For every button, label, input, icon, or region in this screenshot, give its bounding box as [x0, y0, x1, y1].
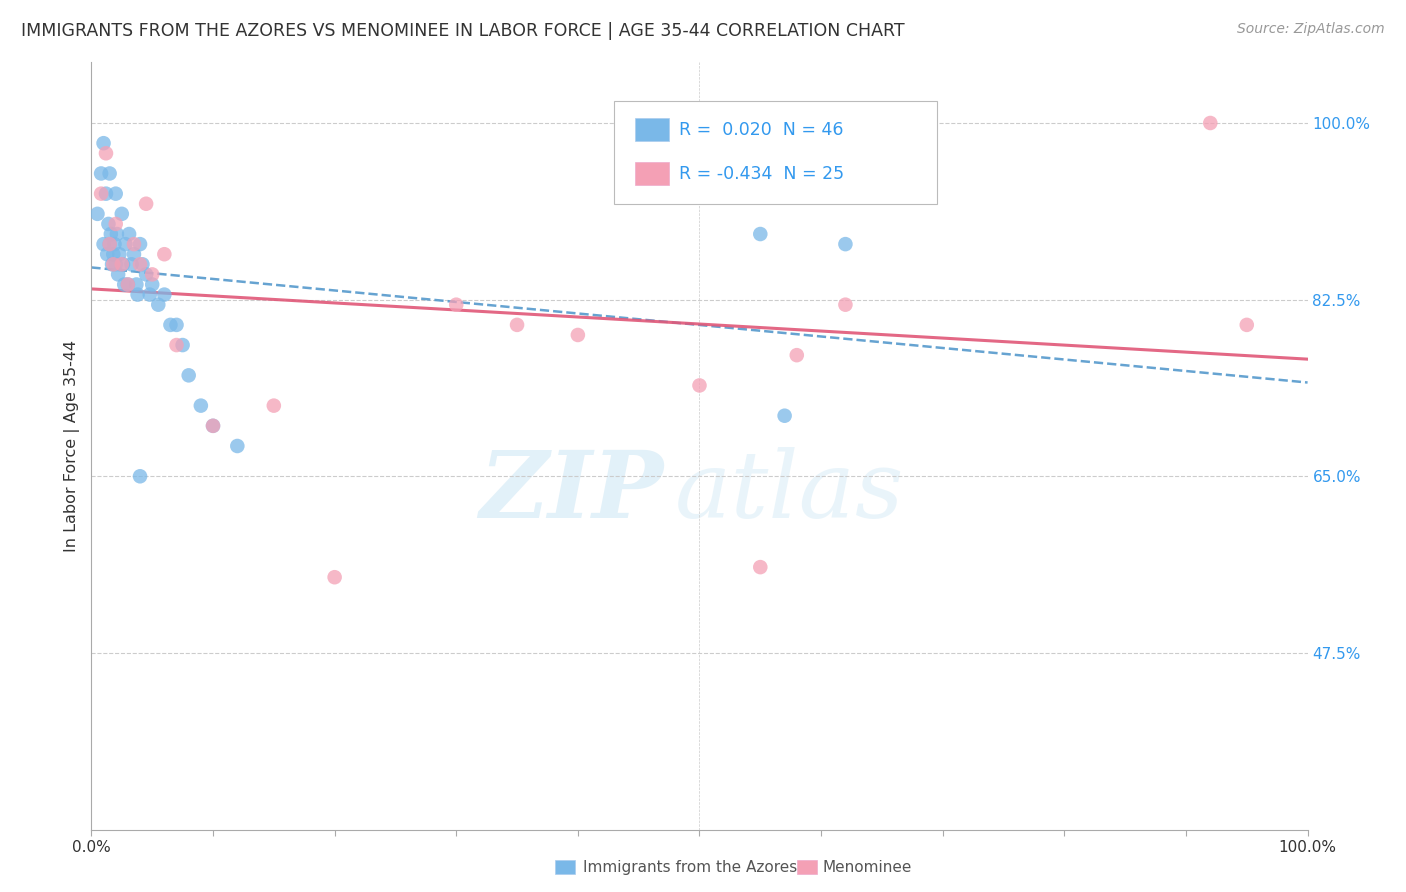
Point — [834, 237, 856, 252]
FancyBboxPatch shape — [614, 101, 936, 204]
Point — [112, 277, 135, 292]
Point — [166, 338, 188, 352]
Point — [107, 268, 129, 282]
Point — [93, 136, 115, 151]
Point — [122, 237, 145, 252]
Point — [103, 247, 125, 261]
Point — [96, 247, 118, 261]
Text: Immigrants from the Azores: Immigrants from the Azores — [583, 860, 797, 874]
Point — [172, 338, 194, 352]
Point — [129, 469, 152, 483]
Point — [101, 257, 124, 271]
Point — [108, 247, 131, 261]
Point — [111, 257, 134, 271]
Point — [135, 196, 157, 211]
Point — [129, 237, 152, 252]
Point — [121, 257, 143, 271]
Point — [125, 277, 148, 292]
Point — [98, 166, 121, 180]
Point — [131, 257, 153, 271]
Point — [90, 166, 112, 180]
Point — [141, 268, 163, 282]
Point — [190, 399, 212, 413]
Point — [118, 227, 141, 241]
Point — [153, 287, 176, 301]
Bar — [636, 119, 669, 142]
Bar — [636, 162, 669, 186]
Point — [786, 348, 808, 362]
Point — [104, 217, 127, 231]
Point — [100, 227, 122, 241]
Point — [159, 318, 181, 332]
Text: Menominee: Menominee — [823, 860, 912, 874]
Point — [202, 418, 225, 433]
Point — [127, 287, 149, 301]
Y-axis label: In Labor Force | Age 35-44: In Labor Force | Age 35-44 — [65, 340, 80, 552]
Text: atlas: atlas — [675, 447, 904, 537]
Point — [506, 318, 529, 332]
Text: Source: ZipAtlas.com: Source: ZipAtlas.com — [1237, 22, 1385, 37]
Point — [444, 298, 467, 312]
Point — [323, 570, 346, 584]
Point — [94, 146, 117, 161]
Point — [141, 277, 163, 292]
Point — [114, 237, 136, 252]
Point — [749, 560, 772, 574]
Text: R = -0.434  N = 25: R = -0.434 N = 25 — [679, 165, 844, 183]
Point — [202, 418, 225, 433]
Point — [103, 257, 125, 271]
Point — [226, 439, 249, 453]
Text: ZIP: ZIP — [479, 447, 664, 537]
Point — [93, 237, 115, 252]
Point — [90, 186, 112, 201]
Point — [86, 207, 108, 221]
Point — [129, 257, 152, 271]
Point — [1236, 318, 1258, 332]
Point — [135, 268, 157, 282]
Point — [153, 247, 176, 261]
Point — [105, 227, 128, 241]
Point — [111, 257, 134, 271]
Point — [104, 257, 127, 271]
Point — [177, 368, 200, 383]
Point — [103, 237, 125, 252]
Point — [139, 287, 162, 301]
Point — [98, 237, 121, 252]
Point — [117, 277, 139, 292]
Point — [97, 217, 120, 231]
Point — [148, 298, 170, 312]
Text: R =  0.020  N = 46: R = 0.020 N = 46 — [679, 121, 844, 139]
Point — [98, 237, 121, 252]
Point — [263, 399, 285, 413]
Point — [834, 298, 856, 312]
Text: IMMIGRANTS FROM THE AZORES VS MENOMINEE IN LABOR FORCE | AGE 35-44 CORRELATION C: IMMIGRANTS FROM THE AZORES VS MENOMINEE … — [21, 22, 904, 40]
Point — [773, 409, 796, 423]
Point — [104, 186, 127, 201]
Point — [122, 247, 145, 261]
Point — [567, 328, 589, 343]
Point — [111, 207, 134, 221]
Point — [749, 227, 772, 241]
Point — [1199, 116, 1222, 130]
Point — [166, 318, 188, 332]
Point — [117, 277, 139, 292]
Point — [688, 378, 710, 392]
Point — [94, 186, 117, 201]
